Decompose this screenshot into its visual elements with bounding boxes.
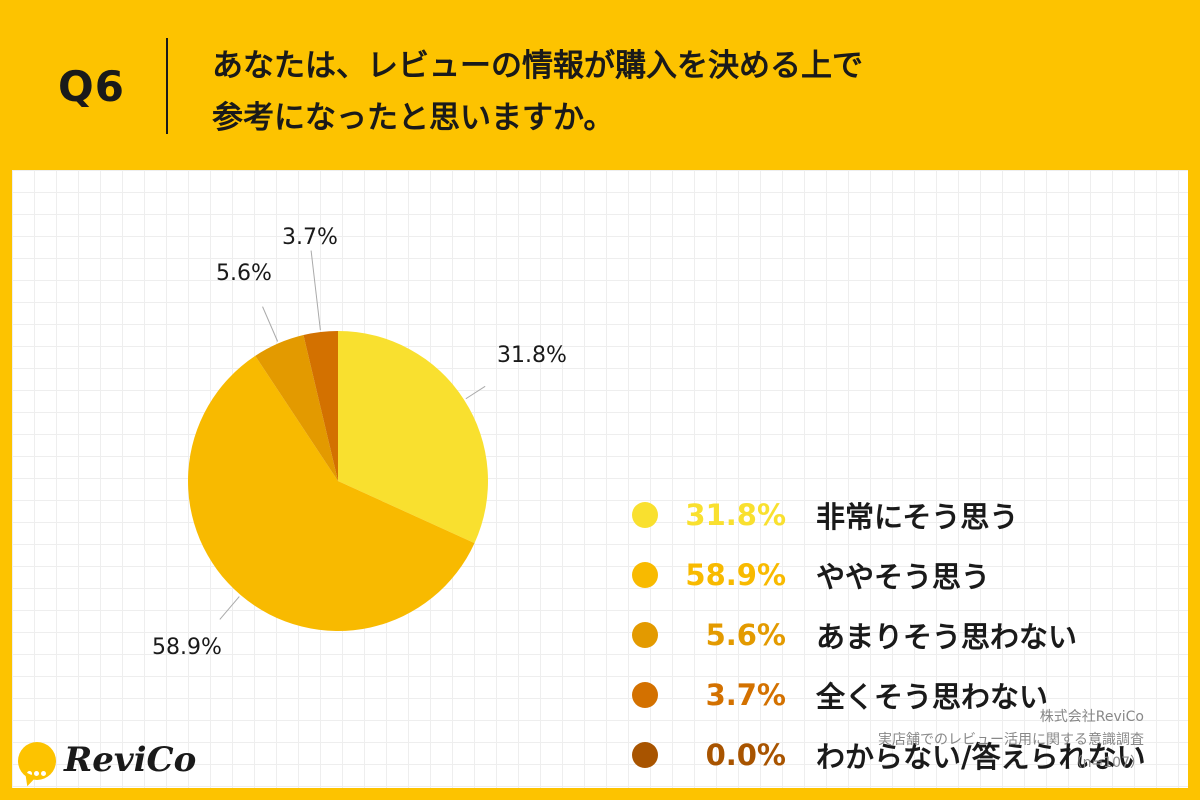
legend-row: 0.0% わからない/答えられない [632, 725, 1172, 785]
chart-card: 31.8% 58.9% 5.6% 3.7% 31.8% 非常にそう思う 58.9% や… [12, 170, 1188, 788]
legend-dot [632, 622, 658, 648]
header: Q6 あなたは、レビューの情報が購入を決める上で 参考になったと思いますか。 [0, 0, 1200, 170]
source-company: 株式会社ReviCo [1039, 709, 1144, 725]
pie-slice [255, 335, 338, 481]
slice-data-label: 58.9% [152, 635, 222, 660]
question-number: Q6 [58, 62, 125, 111]
legend-row: 3.7% 全くそう思わない [632, 665, 1172, 725]
source-note: 株式会社ReviCo 実店舗でのレビュー活用に関する意識調査 （n=107） [878, 706, 1144, 775]
leader-line [310, 250, 321, 331]
slice-data-label: 5.6% [216, 261, 272, 286]
legend-label: あまりそう思わない [816, 620, 1078, 654]
pie-slice [188, 355, 475, 631]
pie-chart: 31.8% 58.9% 5.6% 3.7% [152, 225, 567, 660]
legend-row: 5.6% あまりそう思わない [632, 605, 1172, 665]
legend-row: 31.8% 非常にそう思う [632, 485, 1172, 545]
legend-value: 0.0% [705, 738, 786, 772]
revico-logo: ReviCo [18, 738, 218, 788]
source-sample: （n=107） [1068, 755, 1144, 771]
legend-label: わからない/答えられない [816, 740, 1146, 774]
legend-value: 58.9% [685, 558, 786, 592]
question-title: あなたは、レビューの情報が購入を決める上で 参考になったと思いますか。 [212, 40, 1112, 144]
legend-value: 5.6% [705, 618, 786, 652]
leader-line [465, 385, 486, 400]
legend-label: ややそう思う [816, 560, 991, 594]
source-survey: 実店舗でのレビュー活用に関する意識調査 [878, 732, 1144, 748]
legend-value: 3.7% [705, 678, 786, 712]
header-divider [166, 38, 168, 134]
leader-line [262, 306, 279, 342]
question-line-1: あなたは、レビューの情報が購入を決める上で [212, 48, 863, 84]
legend-label: 全くそう思わない [816, 680, 1049, 714]
legend-row: 58.9% ややそう思う [632, 545, 1172, 605]
logo-text: ReviCo [64, 740, 197, 780]
slice-data-label: 31.8% [497, 343, 567, 368]
legend-dot [632, 502, 658, 528]
legend-dot [632, 682, 658, 708]
slice-data-label: 3.7% [282, 225, 338, 250]
legend-dot [632, 742, 658, 768]
legend-value: 31.8% [685, 498, 786, 532]
pie-slice [303, 331, 338, 481]
legend: 31.8% 非常にそう思う 58.9% ややそう思う 5.6% あまりそう思わな… [632, 485, 1172, 785]
legend-label: 非常にそう思う [816, 500, 1019, 534]
pie-slice [338, 331, 489, 544]
question-line-2: 参考になったと思いますか。 [212, 100, 615, 136]
legend-dot [632, 562, 658, 588]
chat-bubble-icon [18, 742, 56, 780]
leader-line [219, 596, 240, 620]
